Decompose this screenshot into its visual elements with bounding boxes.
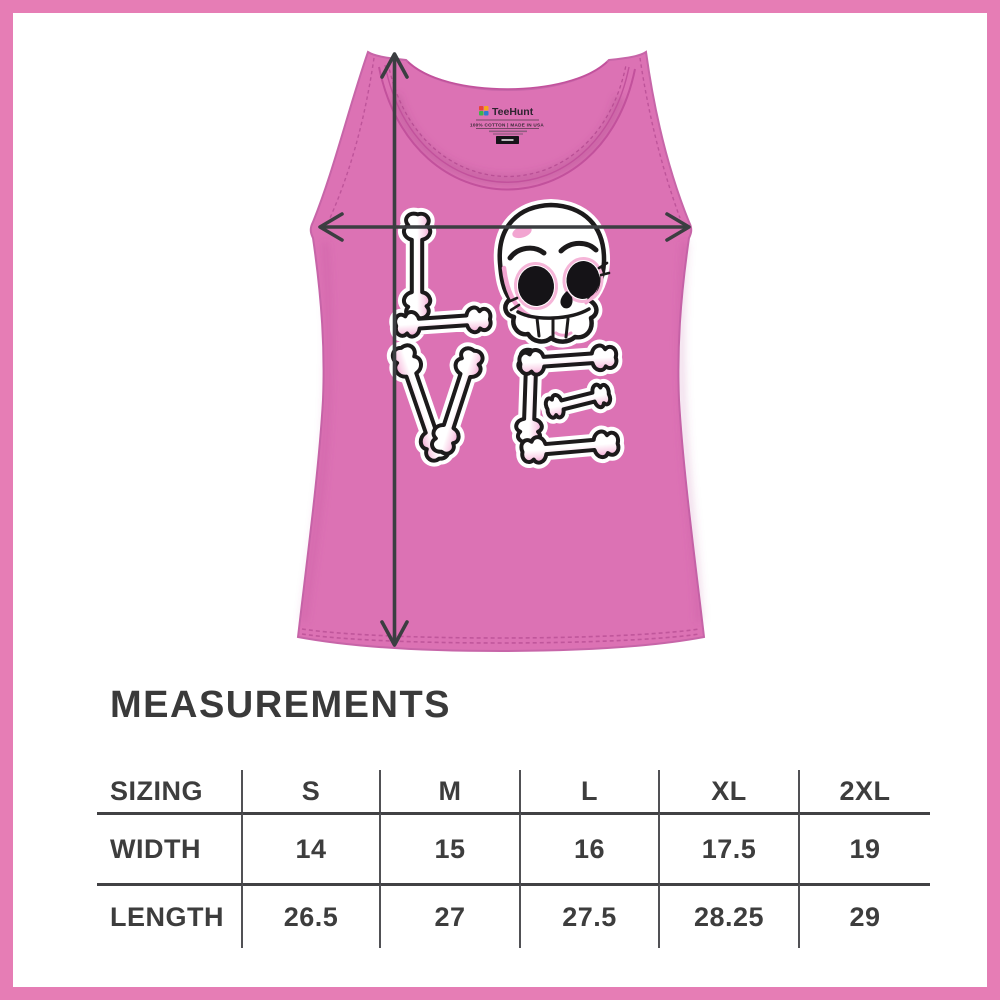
table-header-s: S (243, 770, 381, 812)
armhole-seams (329, 57, 681, 219)
brand-name: TeeHunt (492, 106, 534, 118)
label-material-text: 100% COTTON | MADE IN USA (470, 123, 544, 128)
table-cell: 29 (800, 883, 930, 948)
table-header-l: L (521, 770, 660, 812)
table-cell: 16 (521, 812, 660, 883)
section-title: MEASUREMENTS (110, 684, 452, 726)
hem-stitching (301, 628, 700, 644)
table-cell: 27.5 (521, 883, 660, 948)
table-cell: 27 (381, 883, 521, 948)
table-cell: 26.5 (243, 883, 381, 948)
size-table: SIZING S M L XL 2XL WIDTH 14 15 16 17.5 … (97, 770, 930, 948)
table-cell: 17.5 (660, 812, 800, 883)
table-header-xl: XL (660, 770, 800, 812)
table-cell: 28.25 (660, 883, 800, 948)
size-tag (496, 136, 519, 144)
skull-icon (497, 202, 611, 344)
table-cell: 19 (800, 812, 930, 883)
back-collar-seam (407, 61, 608, 90)
table-header-sizing: SIZING (97, 770, 243, 812)
table-header-2xl: 2XL (839, 775, 891, 806)
neckline-binding (378, 62, 636, 191)
tank-top-photo: TeeHunt 100% COTTON | MADE IN USA (296, 50, 706, 653)
love-bone-design (389, 199, 619, 464)
table-cell: 15 (381, 812, 521, 883)
vertical-length-arrow (380, 52, 409, 647)
horizontal-width-arrow (318, 212, 691, 242)
row-label-width: WIDTH (97, 812, 243, 883)
row-label-length: LENGTH (97, 883, 243, 948)
tank-top-body (296, 50, 706, 653)
table-cell: 14 (243, 812, 381, 883)
neck-label: TeeHunt 100% COTTON | MADE IN USA (470, 106, 544, 144)
table-header-m: M (381, 770, 521, 812)
brand-logo-icon (479, 106, 489, 116)
